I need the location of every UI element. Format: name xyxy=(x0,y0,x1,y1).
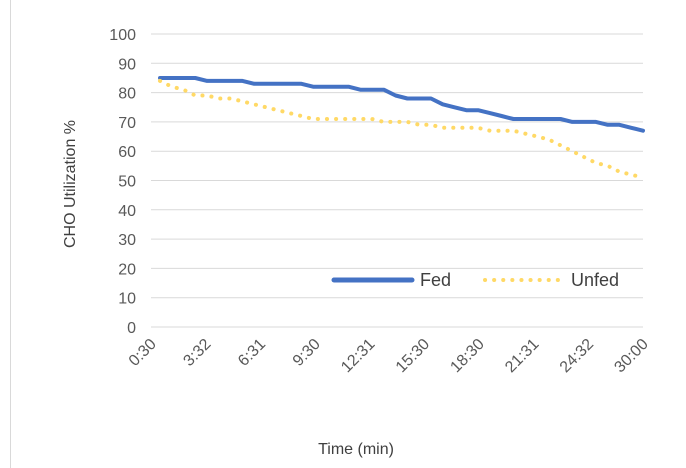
gridlines xyxy=(151,33,643,328)
legend: Fed Unfed xyxy=(331,270,619,290)
x-tick-label: 6:31 xyxy=(235,336,269,370)
y-tick-label: 80 xyxy=(118,86,136,103)
y-tick-label: 40 xyxy=(118,203,136,220)
y-tick-label: 10 xyxy=(118,291,136,308)
x-tick-label: 0:30 xyxy=(126,336,160,370)
y-tick-label: 0 xyxy=(127,320,136,337)
legend-label-unfed: Unfed xyxy=(571,270,619,290)
y-axis-title: CHO Utilization % xyxy=(62,120,79,248)
legend-label-fed: Fed xyxy=(420,270,451,290)
series-lines xyxy=(158,76,645,180)
x-tick-label: 12:31 xyxy=(338,336,378,376)
line-chart: 0 10 20 30 40 50 60 70 80 90 100 0:30 3:32 6:31 9:30 1… xyxy=(62,27,652,458)
x-tick-label: 21:31 xyxy=(502,336,542,376)
x-tick-label: 24:32 xyxy=(557,336,597,376)
y-tick-label: 30 xyxy=(118,232,136,249)
x-tick-label: 15:30 xyxy=(393,336,433,376)
y-tick-label: 90 xyxy=(118,56,136,73)
x-axis-title: Time (min) xyxy=(318,441,394,458)
series-line-fed xyxy=(158,76,645,133)
y-tick-label: 20 xyxy=(118,261,136,278)
x-tick-label: 3:32 xyxy=(180,336,214,370)
x-axis-ticks: 0:30 3:32 6:31 9:30 12:31 15:30 18:30 21:31 24:3… xyxy=(126,336,652,376)
x-tick-label: 18:30 xyxy=(447,336,487,376)
y-tick-label: 60 xyxy=(118,144,136,161)
x-tick-label: 9:30 xyxy=(290,336,324,370)
y-tick-label: 50 xyxy=(118,174,136,191)
y-tick-label: 70 xyxy=(118,115,136,132)
y-tick-label: 100 xyxy=(109,27,136,44)
x-tick-label: 30:00 xyxy=(611,336,651,376)
chart-frame: 0 10 20 30 40 50 60 70 80 90 100 0:30 3:32 6:31 9:30 1… xyxy=(10,0,686,468)
y-axis-ticks: 0 10 20 30 40 50 60 70 80 90 100 xyxy=(109,27,136,337)
